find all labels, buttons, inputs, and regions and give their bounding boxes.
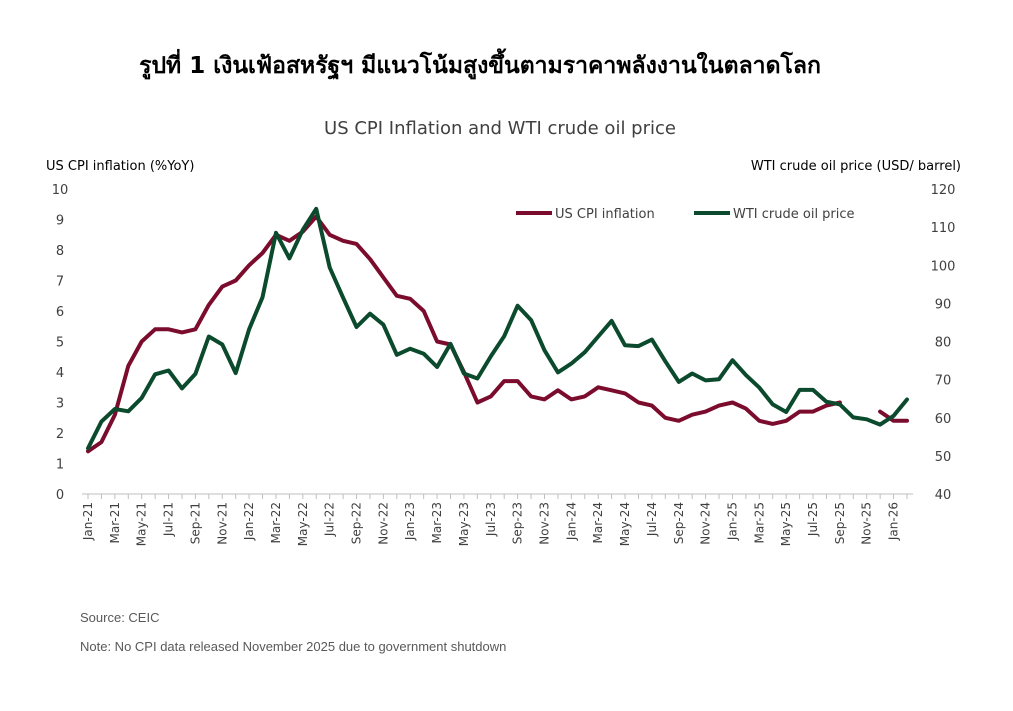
y-tick-left: 3 [56,397,64,412]
x-tick-label: May-25 [779,502,793,546]
y-tick-left: 2 [56,427,64,442]
x-tick-label: Sep-23 [511,502,525,544]
y-axis-right: 40 50 60 70 80 90 100 110 120 [931,183,956,503]
y-tick-right: 80 [935,336,952,351]
x-tick-label: Jul-24 [645,502,659,537]
y-tick-left: 7 [56,275,64,290]
y-tick-left: 6 [56,305,64,320]
y-tick-left: 9 [56,214,64,229]
x-tick-label: Sep-25 [833,502,847,544]
y-tick-right: 40 [935,488,952,503]
x-tick-label: Jul-22 [323,502,337,537]
cpi-line [878,409,909,423]
y-tick-left: 8 [56,244,64,259]
y-axis-left: 0 1 2 3 4 5 6 7 8 9 10 [52,183,69,503]
x-tick-label: Mar-24 [591,502,605,543]
ylabel-right: WTI crude oil price (USD/ barrel) [751,159,961,174]
x-tick-label: May-21 [135,502,149,546]
x-tick-label: Mar-21 [108,502,122,543]
wti-line [86,206,909,451]
y-tick-right: 60 [935,412,952,427]
x-tick-label: Jul-21 [162,502,176,537]
figure-title: รูปที่ 1 เงินเฟ้อสหรัฐฯ มีแนวโน้มสูงขึ้น… [139,53,821,79]
x-tick-label: Jan-21 [81,502,95,541]
x-tick-label: Jan-24 [564,502,578,541]
x-tick-label: Nov-23 [537,502,551,545]
x-tick-label: Jan-22 [242,502,256,541]
y-tick-left: 10 [52,183,69,198]
y-tick-right: 120 [931,183,956,198]
y-tick-right: 70 [935,374,952,389]
x-axis-ticks: Jan-21 Mar-21 May-21 Jul-21 Sep-21 Nov-21 Jan-… [81,494,908,546]
x-tick-label: Jul-25 [806,502,820,537]
x-tick-label: Nov-25 [860,502,874,545]
series-lines [86,206,909,454]
x-tick-label: Mar-22 [269,502,283,543]
y-tick-left: 5 [56,336,64,351]
x-tick-label: Nov-24 [699,502,713,545]
y-tick-left: 0 [56,488,64,503]
y-tick-right: 90 [935,297,952,312]
ylabel-left: US CPI inflation (%YoY) [46,159,194,174]
legend-label-wti: WTI crude oil price [733,207,855,222]
x-tick-label: Nov-22 [376,502,390,545]
x-tick-label: Mar-23 [430,502,444,543]
x-tick-label: Mar-25 [752,502,766,543]
x-tick-label: Sep-21 [188,502,202,544]
x-tick-label: Sep-24 [672,502,686,544]
legend: US CPI inflation WTI crude oil price [516,207,855,222]
x-tick-label: May-24 [618,502,632,546]
y-tick-right: 110 [931,221,956,236]
y-tick-right: 100 [931,259,956,274]
source-note: Source: CEIC [80,610,160,625]
x-tick-label: Jan-26 [887,502,901,541]
x-tick-label: May-22 [296,502,310,546]
x-tick-label: Jul-23 [484,502,498,537]
x-tick-label: May-23 [457,502,471,546]
y-tick-left: 1 [56,458,64,473]
chart-title: US CPI Inflation and WTI crude oil price [324,118,676,139]
footnote: Note: No CPI data released November 2025… [80,639,507,654]
x-tick-label: Jan-25 [725,502,739,541]
cpi-line [86,214,842,454]
legend-label-cpi: US CPI inflation [555,207,655,222]
y-tick-left: 4 [56,366,64,381]
x-tick-label: Nov-21 [215,502,229,545]
y-tick-right: 50 [935,450,952,465]
x-tick-label: Sep-22 [350,502,364,544]
x-tick-label: Jan-23 [403,502,417,541]
